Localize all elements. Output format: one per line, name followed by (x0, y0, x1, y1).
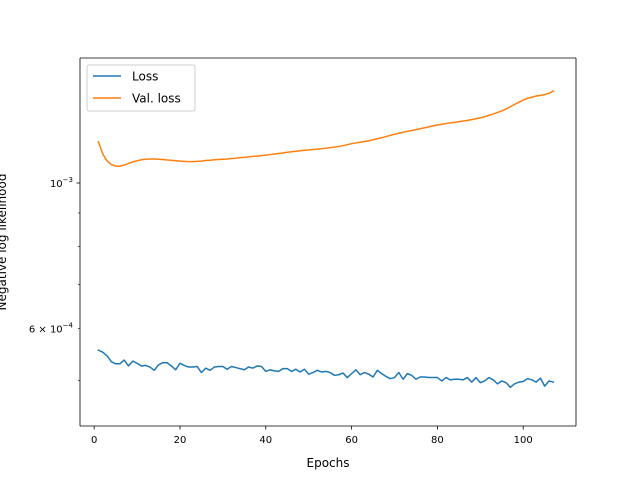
x-tick-label: 60 (345, 435, 358, 446)
series-line-loss (97, 349, 555, 389)
y-tick-label: 10−3 (50, 176, 73, 190)
legend: Loss Val. loss (86, 64, 196, 112)
x-tick-label: 100 (514, 435, 533, 446)
axes-layer (79, 57, 577, 427)
x-tick-label: 20 (174, 435, 187, 446)
x-axis-label: Epochs (307, 456, 350, 470)
x-tick-label: 80 (431, 435, 444, 446)
y-ticks: 10−3 6 × 10−4 (29, 176, 80, 381)
x-tick-label: 0 (91, 435, 97, 446)
series-layer (97, 90, 555, 389)
y-tick-label: 6 × 10−4 (29, 321, 74, 335)
x-ticks: 0 20 40 60 80 100 (91, 426, 533, 446)
x-tick-label: 40 (259, 435, 272, 446)
y-axis-label: Negative log likelihood (0, 174, 9, 311)
legend-label-loss: Loss (132, 70, 158, 84)
series-line-val-loss (97, 90, 555, 167)
legend-label-val-loss: Val. loss (132, 92, 181, 106)
plot-area (80, 58, 576, 426)
